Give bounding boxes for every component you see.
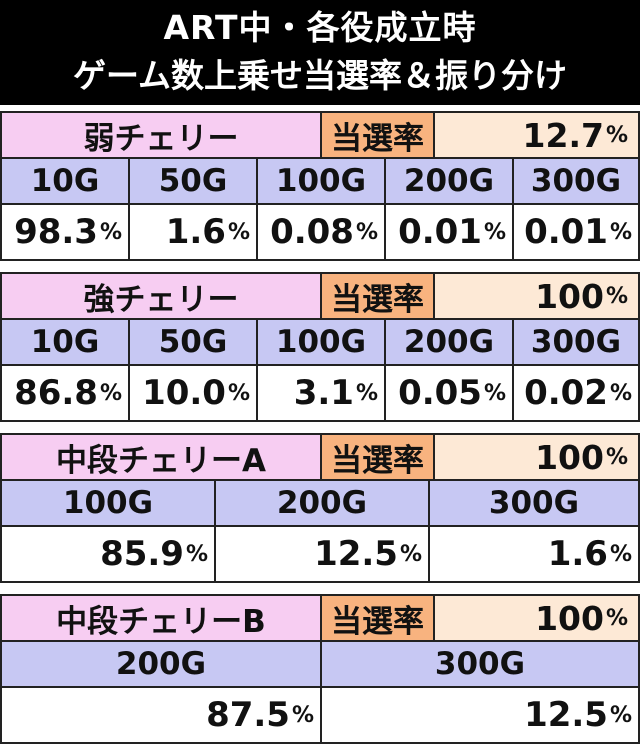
- value-row: 85.9% 12.5% 1.6%: [0, 525, 640, 583]
- value-cell: 10.0%: [128, 364, 258, 422]
- rate-value: 12.7%: [433, 111, 640, 159]
- value-cell: 12.5%: [320, 686, 640, 744]
- value-cell: 1.6%: [128, 203, 258, 261]
- value-cell: 0.02%: [512, 364, 640, 422]
- column-header: 10G: [0, 157, 130, 205]
- rate-value: 100%: [433, 272, 640, 320]
- value-cell: 1.6%: [428, 525, 640, 583]
- title-banner: ART中・各役成立時 ゲーム数上乗せ当選率＆振り分け: [0, 0, 640, 105]
- value-cell: 0.05%: [384, 364, 514, 422]
- section-header-row: 中段チェリーB 当選率 100%: [0, 594, 640, 642]
- role-name: 強チェリー: [0, 272, 322, 320]
- value-row: 87.5% 12.5%: [0, 686, 640, 744]
- column-header: 200G: [384, 157, 514, 205]
- column-header-row: 200G 300G: [0, 640, 640, 688]
- value-cell: 0.08%: [256, 203, 386, 261]
- role-name: 中段チェリーB: [0, 594, 322, 642]
- value-cell: 0.01%: [512, 203, 640, 261]
- title-line-2: ゲーム数上乗せ当選率＆振り分け: [72, 56, 567, 95]
- rate-label: 当選率: [320, 272, 435, 320]
- column-header: 200G: [0, 640, 322, 688]
- rate-label: 当選率: [320, 433, 435, 481]
- column-header: 300G: [428, 479, 640, 527]
- column-header: 300G: [512, 318, 640, 366]
- column-header: 200G: [384, 318, 514, 366]
- value-row: 86.8% 10.0% 3.1% 0.05% 0.02%: [0, 364, 640, 422]
- rate-value: 100%: [433, 433, 640, 481]
- rate-value: 100%: [433, 594, 640, 642]
- column-header-row: 10G 50G 100G 200G 300G: [0, 318, 640, 366]
- value-cell: 12.5%: [214, 525, 430, 583]
- column-header: 50G: [128, 157, 258, 205]
- column-header-row: 100G 200G 300G: [0, 479, 640, 527]
- column-header: 100G: [256, 157, 386, 205]
- value-cell: 85.9%: [0, 525, 216, 583]
- column-header-row: 10G 50G 100G 200G 300G: [0, 157, 640, 205]
- value-row: 98.3% 1.6% 0.08% 0.01% 0.01%: [0, 203, 640, 261]
- column-header: 100G: [256, 318, 386, 366]
- section-header-row: 中段チェリーA 当選率 100%: [0, 433, 640, 481]
- title-line-1: ART中・各役成立時: [163, 8, 477, 47]
- section-header-row: 弱チェリー 当選率 12.7%: [0, 111, 640, 159]
- column-header: 100G: [0, 479, 216, 527]
- value-cell: 3.1%: [256, 364, 386, 422]
- role-name: 中段チェリーA: [0, 433, 322, 481]
- rate-label: 当選率: [320, 594, 435, 642]
- value-cell: 98.3%: [0, 203, 130, 261]
- role-name: 弱チェリー: [0, 111, 322, 159]
- column-header: 10G: [0, 318, 130, 366]
- column-header: 50G: [128, 318, 258, 366]
- value-cell: 0.01%: [384, 203, 514, 261]
- column-header: 300G: [512, 157, 640, 205]
- value-cell: 87.5%: [0, 686, 322, 744]
- value-cell: 86.8%: [0, 364, 130, 422]
- rate-label: 当選率: [320, 111, 435, 159]
- column-header: 300G: [320, 640, 640, 688]
- column-header: 200G: [214, 479, 430, 527]
- section-header-row: 強チェリー 当選率 100%: [0, 272, 640, 320]
